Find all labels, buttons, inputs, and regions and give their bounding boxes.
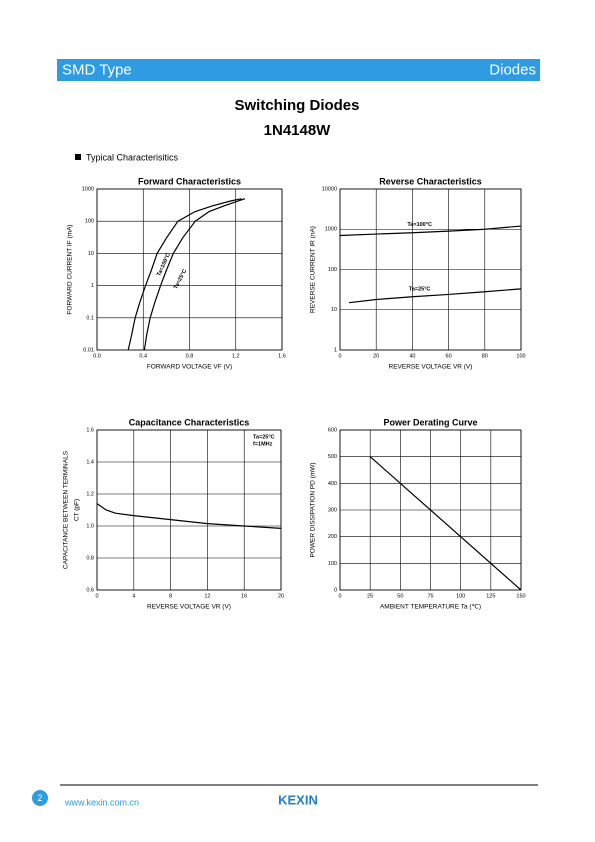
y-tick-label: 10: [88, 251, 94, 257]
x-tick-label: 0.8: [186, 353, 194, 359]
x-tick-label: 60: [446, 353, 452, 359]
y-tick-label: 0.1: [86, 315, 94, 321]
chart-title: Capacitance Characteristics: [129, 417, 250, 427]
y-tick-label: 1.2: [86, 491, 94, 497]
x-tick-label: 4: [132, 593, 135, 599]
series-line: [127, 198, 242, 351]
y-tick-label: 10000: [322, 186, 337, 192]
y-tick-label: 1.4: [86, 459, 94, 465]
x-tick-label: 25: [367, 593, 373, 599]
x-tick-label: 0: [95, 593, 98, 599]
y-tick-label: 0.01: [83, 347, 94, 353]
part-number: 1N4148W: [264, 122, 332, 139]
chart-title: Reverse Characteristics: [379, 176, 482, 186]
chart-title: Power Derating Curve: [383, 417, 477, 427]
series-label: Ta=100°C: [407, 222, 432, 228]
footer-url: www.kexin.com.cn: [64, 797, 139, 807]
series-line: [348, 288, 522, 304]
y-tick-label: 500: [328, 454, 337, 460]
x-tick-label: 0: [338, 593, 341, 599]
page-badge: [32, 790, 48, 806]
annotation: f=1MHz: [253, 441, 273, 447]
y-tick-label: 1.6: [86, 427, 94, 433]
x-tick-label: 0.0: [93, 353, 101, 359]
x-tick-label: 12: [204, 593, 210, 599]
x-tick-label: 125: [486, 593, 495, 599]
x-axis-label: REVERSE VOLTAGE VR (V): [147, 604, 231, 611]
bullet: [75, 154, 81, 160]
y-axis-label: CT (pF): [74, 499, 81, 521]
section-title: Typical Characterisitics: [86, 152, 179, 162]
header-left: SMD Type: [62, 61, 132, 78]
x-tick-label: 80: [482, 353, 488, 359]
y-tick-label: 10: [331, 307, 337, 313]
plot-area: [96, 429, 282, 591]
series-line: [96, 503, 282, 529]
y-tick-label: 300: [328, 507, 337, 513]
y-tick-label: 100: [85, 219, 94, 225]
x-tick-label: 20: [373, 353, 379, 359]
y-tick-label: 1000: [82, 186, 94, 192]
x-tick-label: 75: [427, 593, 433, 599]
page-number: 2: [37, 793, 42, 803]
y-axis-label: POWER DISSIPATION PD (mW): [310, 462, 317, 557]
series-label: Ta=100°C: [156, 252, 172, 277]
x-axis-label: FORWARD VOLTAGE VF (V): [147, 364, 232, 371]
y-tick-label: 200: [328, 534, 337, 540]
y-tick-label: 400: [328, 481, 337, 487]
x-tick-label: 100: [456, 593, 465, 599]
x-tick-label: 100: [516, 353, 525, 359]
y-tick-label: 0.8: [86, 555, 94, 561]
y-tick-label: 0: [334, 587, 337, 593]
y-tick-label: 100: [328, 267, 337, 273]
x-tick-label: 8: [169, 593, 172, 599]
series-label: Ta=25°C: [173, 268, 188, 290]
y-axis-label: CAPACITANCE BETWEEN TERMINALS: [63, 450, 70, 569]
series-label: Ta=25°C: [409, 286, 431, 292]
x-tick-label: 40: [409, 353, 415, 359]
series-line: [339, 225, 522, 237]
y-tick-label: 1: [334, 347, 337, 353]
y-tick-label: 600: [328, 427, 337, 433]
y-axis-label: FORWARD CURRENT IF (mA): [67, 224, 74, 314]
annotation: Ta=25°C: [253, 434, 275, 440]
x-tick-label: 50: [397, 593, 403, 599]
y-tick-label: 1: [91, 283, 94, 289]
series-line: [143, 198, 246, 351]
series-line: [369, 456, 522, 591]
y-tick-label: 0.6: [86, 587, 94, 593]
x-tick-label: 1.2: [232, 353, 240, 359]
footer-logo: KEXIN: [278, 792, 318, 807]
x-tick-label: 1.6: [278, 353, 286, 359]
x-tick-label: 0: [338, 353, 341, 359]
header-bar: [57, 59, 540, 81]
x-tick-label: 20: [278, 593, 284, 599]
x-tick-label: 150: [516, 593, 525, 599]
x-axis-label: REVERSE VOLTAGE VR (V): [389, 364, 473, 371]
x-tick-label: 16: [241, 593, 247, 599]
x-tick-label: 0.4: [139, 353, 147, 359]
y-axis-label: REVERSE CURRENT IR (nA): [310, 226, 317, 313]
x-axis-label: AMBIENT TEMPERATURE Ta (℃): [380, 604, 481, 611]
header-right: Diodes: [489, 61, 536, 78]
y-tick-label: 1000: [325, 227, 337, 233]
y-tick-label: 100: [328, 561, 337, 567]
doc-title: Switching Diodes: [234, 97, 359, 114]
chart-title: Forward Characteristics: [138, 176, 241, 186]
y-tick-label: 1.0: [86, 523, 94, 529]
